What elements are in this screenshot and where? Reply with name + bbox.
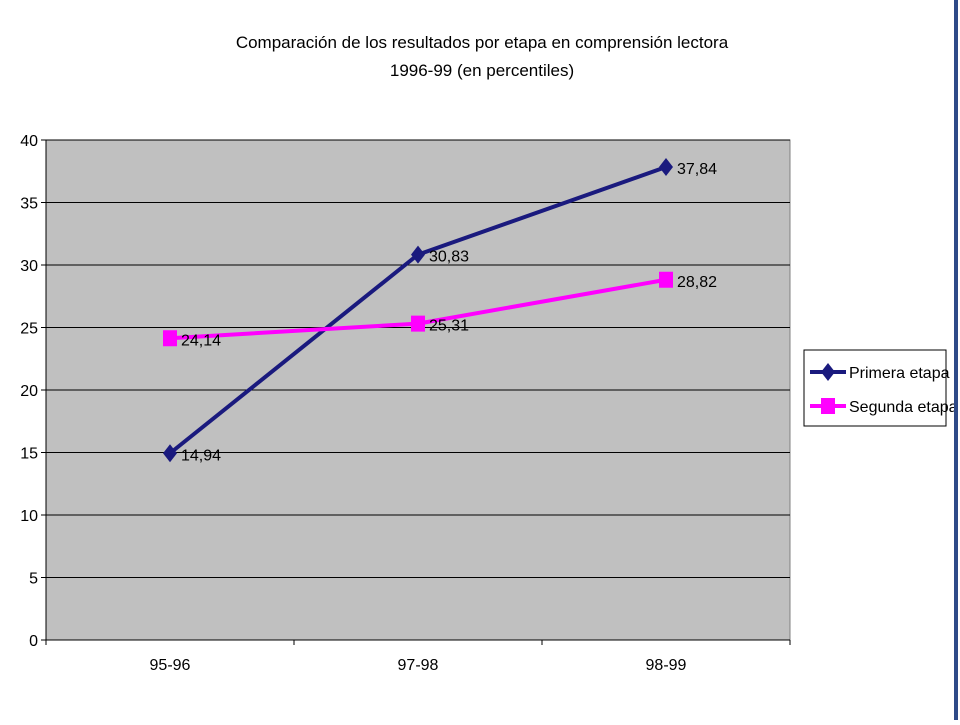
- data-point: [411, 315, 425, 332]
- y-tick-label: 0: [29, 633, 38, 650]
- data-label: 30,83: [429, 249, 469, 266]
- data-label: 25,31: [429, 318, 469, 335]
- x-tick-label: 97-98: [398, 657, 439, 674]
- y-tick-label: 30: [20, 258, 38, 275]
- y-tick-label: 10: [20, 508, 38, 525]
- y-tick-label: 35: [20, 196, 38, 213]
- plot-area: 0 5 10 15 20 25 30 35 40 95-96 97-98 98-99 14,94 30,8…: [20, 133, 791, 674]
- legend-marker: [821, 363, 835, 381]
- chart-subtitle: 1996-99 (en percentiles): [390, 61, 574, 80]
- data-point: [163, 330, 177, 347]
- legend-marker: [821, 398, 835, 414]
- y-tick-label: 40: [20, 133, 38, 150]
- data-point: [659, 271, 673, 288]
- data-label: 37,84: [677, 161, 717, 178]
- y-tick-label: 20: [20, 383, 38, 400]
- legend: Primera etapa Segunda etapa: [803, 349, 958, 427]
- y-tick-label: 5: [29, 571, 38, 588]
- legend-label: Segunda etapa: [849, 399, 958, 416]
- legend-box: [803, 349, 947, 427]
- data-label: 24,14: [181, 332, 221, 349]
- x-tick-label: 98-99: [646, 657, 687, 674]
- x-tick-label: 95-96: [150, 657, 191, 674]
- data-point: [659, 158, 673, 176]
- data-label: 28,82: [677, 274, 717, 291]
- data-point: [163, 444, 177, 463]
- y-tick-label: 15: [20, 446, 38, 463]
- data-label: 14,94: [181, 447, 221, 464]
- slide-right-border: [954, 0, 958, 720]
- chart-title: Comparación de los resultados por etapa …: [236, 33, 729, 52]
- legend-label: Primera etapa: [849, 365, 950, 382]
- data-point: [411, 245, 425, 264]
- y-tick-label: 25: [20, 321, 38, 338]
